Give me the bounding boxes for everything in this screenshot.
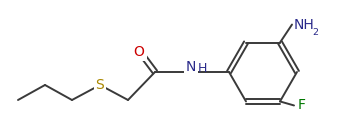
Text: O: O	[134, 45, 145, 59]
Text: N: N	[186, 60, 196, 74]
Text: F: F	[298, 98, 306, 112]
Text: 2: 2	[312, 28, 318, 37]
Text: H: H	[198, 62, 208, 75]
Text: NH: NH	[294, 18, 315, 32]
Text: S: S	[96, 78, 104, 92]
